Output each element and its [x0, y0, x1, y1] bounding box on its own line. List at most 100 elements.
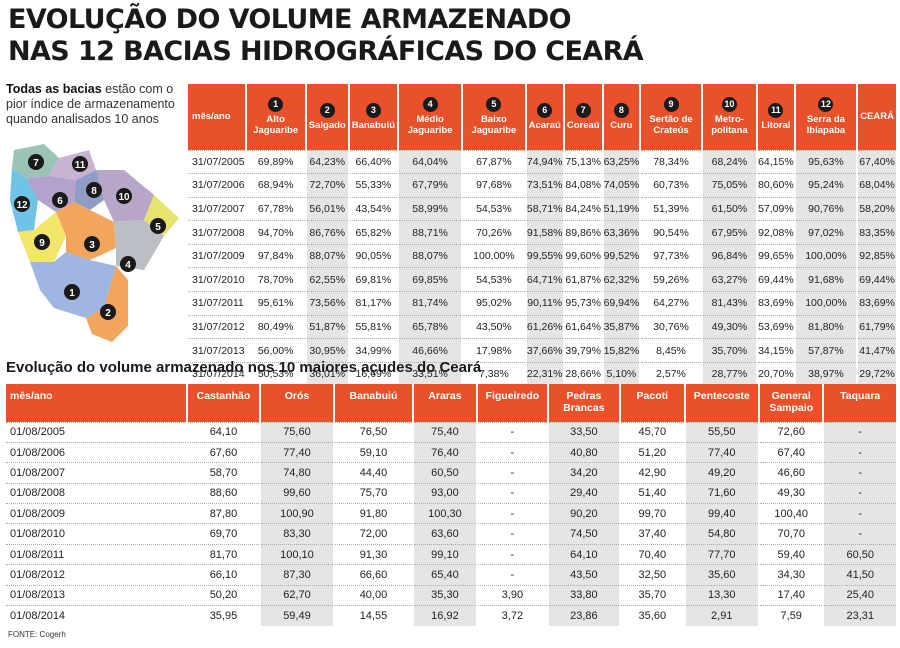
basins-table: mês/ano 1 Alto Jaguaribe 2 Salgado 3 Banabu… — [188, 84, 896, 386]
reservoirs-row: 01/08/2014 35,95 59,49 14,55 16,92 3,72 23,86 3… — [6, 605, 896, 626]
basins-cell: 37,66% — [524, 338, 564, 363]
basins-cell: 78,34% — [639, 149, 702, 174]
basins-header-col: 7 Coreaú — [562, 84, 603, 150]
reservoirs-cell: 29,40 — [546, 482, 621, 504]
basins-cell: 81,80% — [793, 314, 858, 339]
reservoirs-cell: - — [822, 441, 896, 463]
basins-cell: 34,99% — [347, 338, 398, 363]
basins-header-col: 11 Litoral — [756, 84, 795, 150]
reservoirs-row-date: 01/08/2012 — [6, 564, 188, 586]
reservoirs-cell: 72,00 — [333, 523, 413, 545]
reservoirs-cell: 99,40 — [683, 503, 760, 524]
reservoirs-row-date: 01/08/2013 — [6, 584, 188, 606]
basins-cell: 66,40% — [347, 149, 398, 174]
basins-header-month: mês/ano — [188, 84, 246, 150]
map-markers: 1 2 3 4 5 6 7 8 9 10 11 12 — [14, 154, 166, 320]
basins-cell: 92,08% — [756, 220, 795, 245]
reservoirs-cell: 34,30 — [758, 564, 824, 586]
basins-cell: 95,61% — [244, 291, 306, 316]
basins-cell: 46,66% — [396, 338, 463, 363]
basins-cell: 97,73% — [639, 243, 702, 268]
basins-header-col: 6 Acaraú — [524, 84, 564, 150]
basins-cell: 99,52% — [601, 243, 641, 268]
map-region-salgado — [86, 266, 128, 342]
basins-cell: 80,49% — [244, 314, 306, 339]
reservoirs-cell: 88,60 — [186, 482, 260, 504]
basins-cell: 100,00% — [461, 243, 526, 268]
basins-cell: 74,05% — [601, 173, 641, 198]
title-line-2: NAS 12 BACIAS HIDROGRÁFICAS DO CEARÁ — [8, 36, 644, 67]
basins-header-row: mês/ano 1 Alto Jaguaribe 2 Salgado 3 Banabu… — [188, 84, 896, 150]
reservoirs-cell: 23,31 — [822, 605, 896, 626]
basins-header-col: 4 Médio Jaguaribe — [396, 84, 463, 150]
reservoirs-cell: 75,40 — [411, 421, 478, 443]
reservoirs-cell: 63,60 — [411, 523, 478, 545]
basin-number-badge: 5 — [486, 97, 502, 113]
basins-cell: 56,01% — [304, 196, 349, 221]
basins-cell: 99,65% — [756, 243, 795, 268]
reservoirs-cell: 75,70 — [333, 482, 413, 504]
reservoirs-header-col: Orós — [258, 384, 335, 422]
basins-cell: 90,05% — [347, 243, 398, 268]
reservoirs-cell: 69,70 — [186, 523, 260, 545]
reservoirs-cell: 25,40 — [822, 584, 896, 606]
basins-cell: 53,69% — [756, 314, 795, 339]
reservoirs-row: 01/08/2008 88,60 99,60 75,70 93,00-29,40 51,4… — [6, 482, 896, 504]
basins-cell: 90,76% — [793, 196, 858, 221]
reservoirs-cell: - — [476, 462, 548, 484]
basins-cell: 38,97% — [793, 361, 858, 386]
basins-cell: 92,85% — [856, 243, 896, 268]
reservoirs-cell: - — [822, 523, 896, 545]
ceara-basins-map: 1 2 3 4 5 6 7 8 9 10 11 12 — [10, 144, 179, 342]
basins-cell: 64,71% — [524, 267, 564, 292]
basins-cell: 35,70% — [700, 338, 758, 363]
reservoirs-row: 01/08/2009 87,80 100,90 91,80 100,30-90,20 99… — [6, 503, 896, 524]
basins-cell: 73,56% — [304, 291, 349, 316]
reservoirs-cell: 60,50 — [822, 543, 896, 565]
reservoirs-cell: 3,90 — [476, 584, 548, 606]
basins-cell: 68,04% — [856, 173, 896, 198]
basins-cell: 83,35% — [856, 220, 896, 245]
reservoirs-cell: - — [476, 564, 548, 586]
reservoirs-cell: - — [476, 543, 548, 565]
reservoirs-cell: 70,40 — [619, 543, 685, 565]
basins-cell: 22,31% — [524, 361, 564, 386]
reservoirs-row: 01/08/2007 58,70 74,80 44,40 60,50-34,20 42,9… — [6, 462, 896, 484]
basins-cell: 34,15% — [756, 338, 795, 363]
basin-number-badge: 8 — [613, 102, 629, 118]
basins-cell: 88,07% — [304, 243, 349, 268]
basins-cell: 67,87% — [461, 149, 526, 174]
basins-cell: 99,55% — [524, 243, 564, 268]
reservoirs-row: 01/08/2006 67,60 77,40 59,10 76,40-40,80 51,2… — [6, 441, 896, 463]
basins-cell: 68,94% — [244, 173, 306, 198]
reservoirs-row: 01/08/2011 81,70 100,10 91,30 99,10-64,10 70,… — [6, 543, 896, 565]
basins-row: 31/07/2006 68,94% 72,70% 55,33% 67,79% 97,68%… — [188, 173, 896, 198]
basins-cell: 61,26% — [524, 314, 564, 339]
reservoirs-cell: 17,40 — [758, 584, 824, 606]
reservoirs-cell: 50,20 — [186, 584, 260, 606]
reservoirs-header-col: General Sampaio — [758, 384, 824, 422]
reservoirs-cell: 46,60 — [758, 462, 824, 484]
basins-row: 31/07/2013 56,00% 30,95% 34,99% 46,66% 17,98%… — [188, 338, 896, 363]
basins-cell: 61,79% — [856, 314, 896, 339]
reservoirs-row-date: 01/08/2006 — [6, 441, 188, 463]
basins-cell: 88,07% — [396, 243, 463, 268]
basins-cell: 51,19% — [601, 196, 641, 221]
reservoirs-cell: 40,00 — [333, 584, 413, 606]
basins-cell: 97,02% — [793, 220, 858, 245]
reservoirs-cell: 75,60 — [258, 421, 335, 443]
reservoirs-cell: 32,50 — [619, 564, 685, 586]
basins-cell: 58,20% — [856, 196, 896, 221]
map-label-9: 9 — [39, 238, 45, 249]
reservoirs-cell: - — [476, 503, 548, 524]
reservoirs-cell: 49,20 — [683, 462, 760, 484]
map-label-4: 4 — [125, 260, 131, 271]
basins-cell: 78,70% — [244, 267, 306, 292]
reservoirs-row: 01/08/2013 50,20 62,70 40,00 35,30 3,90 33,80 3… — [6, 584, 896, 606]
reservoirs-cell: 99,10 — [411, 543, 478, 565]
basins-cell: 69,44% — [856, 267, 896, 292]
reservoirs-cell: 91,30 — [333, 543, 413, 565]
reservoirs-table: mês/ano Castanhão Orós Banabuiú Araras Figue… — [6, 384, 896, 626]
basins-cell: 68,24% — [700, 149, 758, 174]
reservoirs-cell: 83,30 — [258, 523, 335, 545]
